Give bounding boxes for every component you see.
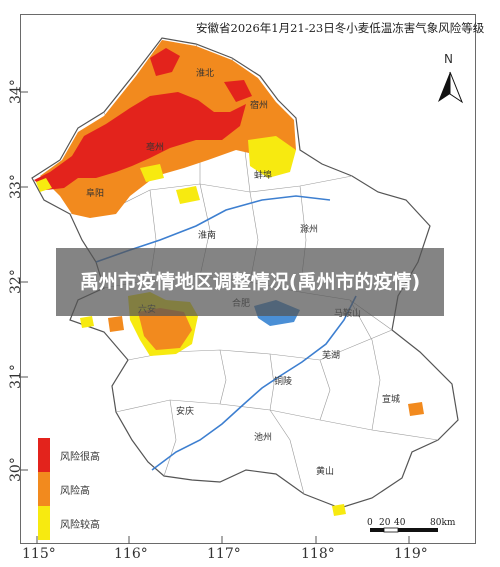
risk-elevated-area-huangshan	[332, 504, 346, 516]
city-label-suzhou: 宿州	[250, 101, 269, 111]
lat-label-30: 30°	[8, 457, 24, 482]
legend-label: 风险很高	[60, 451, 100, 463]
headline-text: 禹州市疫情地区调整情况(禹州市的疫情)	[79, 271, 421, 293]
legend-item-high: 风险高	[38, 472, 100, 506]
lat-label-34: 34°	[8, 79, 24, 104]
legend-label: 风险较高	[60, 519, 100, 531]
lat-label-33: 33°	[8, 174, 24, 199]
city-label-anqing: 安庆	[176, 407, 195, 417]
north-arrow-icon	[438, 71, 464, 104]
city-label-wuhu: 芜湖	[322, 351, 341, 361]
lon-label-117: 117°	[207, 546, 241, 562]
lon-label-118: 118°	[301, 546, 335, 562]
risk-elevated-area-center	[140, 164, 164, 182]
city-label-bengbu: 蚌埠	[254, 171, 273, 181]
risk-elevated-area-mid	[176, 186, 200, 204]
lon-label-115: 115°	[22, 546, 56, 562]
city-label-tongling: 铜陵	[274, 377, 293, 387]
legend-item-very-high: 风险很高	[38, 438, 100, 472]
city-label-bozhou: 亳州	[146, 143, 165, 153]
risk-very-high-area-east	[224, 80, 252, 102]
lon-label-116: 116°	[114, 546, 148, 562]
scale-tick-0: 0	[367, 518, 373, 528]
legend-label: 风险高	[60, 485, 90, 497]
risk-elevated-area-suzhou	[248, 136, 296, 178]
legend-swatch	[38, 472, 50, 506]
risk-very-high-area-north	[34, 92, 246, 190]
scale-bar	[370, 527, 438, 533]
legend-swatch	[38, 438, 50, 472]
city-label-xuancheng: 宣城	[382, 395, 401, 405]
city-label-fuyang: 阜阳	[86, 189, 105, 199]
risk-high-area-xuancheng	[408, 402, 424, 416]
legend: 风险很高 风险高 风险较高	[38, 438, 100, 540]
yangtze-river	[151, 295, 357, 471]
risk-elevated-area-luan-west2	[80, 316, 94, 328]
scale-tick-80km: 80km	[430, 518, 456, 528]
lat-label-32: 32°	[8, 269, 24, 294]
risk-elevated-area-west	[36, 178, 52, 192]
north-label: N	[444, 52, 453, 66]
scale-tick-20: 20	[379, 518, 391, 528]
scale-tick-40: 40	[394, 518, 406, 528]
city-label-chizhou: 池州	[254, 433, 273, 443]
city-label-huangshan: 黄山	[316, 467, 335, 477]
headline-banner: 禹州市疫情地区调整情况(禹州市的疫情)	[56, 248, 444, 316]
city-label-huaibei: 淮北	[196, 69, 215, 79]
risk-very-high-area-top	[150, 48, 180, 76]
risk-high-area-luan	[138, 308, 192, 350]
lat-label-31: 31°	[8, 364, 24, 389]
legend-swatch	[38, 506, 50, 540]
map-title: 安徽省2026年1月21-23日冬小麦低温冻害气象风险等级	[196, 21, 485, 35]
city-label-chuzhou: 滁州	[300, 225, 319, 235]
legend-item-elevated: 风险较高	[38, 506, 100, 540]
risk-high-area-luan-west	[108, 316, 124, 332]
lon-label-119: 119°	[394, 546, 428, 562]
city-label-huainan: 淮南	[198, 231, 217, 241]
